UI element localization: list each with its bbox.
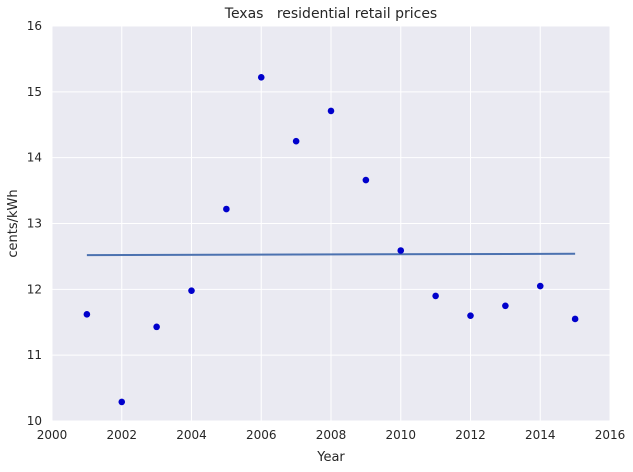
x-tick-label: 2016 [595,428,626,442]
y-tick-label: 12 [27,282,42,296]
y-tick-label: 11 [27,348,42,362]
x-tick-label: 2000 [37,428,68,442]
y-tick-label: 16 [27,19,42,33]
data-point [432,292,439,300]
data-point [502,302,509,310]
data-point [292,137,300,145]
data-point [536,282,544,290]
x-tick-label: 2006 [246,428,277,442]
x-tick-label: 2014 [525,428,556,442]
y-tick-label: 13 [27,217,42,231]
data-point [257,74,265,81]
grid-lines [51,25,611,422]
y-tick-label: 10 [27,414,42,428]
data-point [327,107,335,115]
x-tick-label: 2012 [455,428,486,442]
data-point [118,398,126,406]
y-tick-label: 14 [27,151,42,165]
data-point [223,205,230,213]
x-tick-label: 2008 [316,428,347,442]
y-tick-labels: 10 11 12 13 14 15 16 [27,19,42,428]
x-tick-label: 2002 [106,428,137,442]
x-axis-label: Year [316,450,345,465]
x-tick-label: 2010 [385,428,416,442]
fit-line-group [86,252,576,257]
x-tick-labels: 2000 2002 2004 2006 2008 2010 2012 2014 2016 [37,428,626,442]
data-point [571,315,579,323]
chart-title: Texas residential retail prices [224,6,437,22]
data-points [83,74,579,406]
data-point [153,323,160,331]
data-point [397,247,405,254]
data-point [467,312,474,319]
fit-line [86,252,576,257]
data-point [83,311,91,318]
y-tick-label: 15 [27,85,42,99]
y-axis-label: cents/kWh [6,189,21,257]
data-point [362,176,370,184]
x-tick-label: 2004 [176,428,207,442]
data-point [188,287,195,294]
